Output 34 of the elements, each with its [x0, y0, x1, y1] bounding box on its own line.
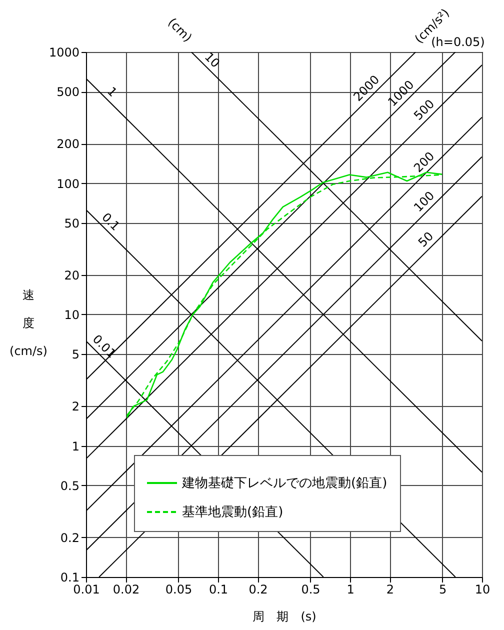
y-tick-label: 2 — [72, 400, 80, 414]
x-tick-label: 0.5 — [301, 582, 320, 596]
x-tick-label: 0.01 — [73, 582, 100, 596]
y-axis-title: 速度 (cm/s) — [10, 288, 48, 358]
x-axis-title: 周 期 (s) — [252, 610, 316, 624]
x-tick-label: 0.1 — [208, 582, 228, 596]
legend-label: 基準地震動(鉛直) — [182, 505, 284, 520]
y-tick-label: 0.2 — [60, 530, 80, 545]
x-tick-label: 2 — [386, 582, 394, 596]
y-tick-label: 0.5 — [60, 478, 80, 493]
x-tick-label: 0.02 — [112, 582, 140, 596]
text: 0.1 — [99, 210, 123, 234]
y-tick-label: 100 — [56, 176, 80, 191]
x-tick-label: 1 — [346, 582, 354, 596]
text: 200 — [411, 149, 438, 176]
y-tick-label: 200 — [56, 137, 80, 152]
text: 100 — [411, 188, 438, 215]
y-tick-label: 1 — [72, 439, 80, 454]
text: 50 — [416, 229, 436, 250]
x-tick-label: 5 — [438, 582, 447, 596]
text: 10 — [202, 50, 223, 70]
text: 1 — [104, 84, 120, 100]
y-tick-label: 5 — [72, 348, 80, 362]
legend-label: 建物基礎下レベルでの地震動(鉛直) — [181, 476, 388, 491]
x-tick-label: 0.2 — [248, 582, 268, 596]
y-tick-label: 1000 — [48, 46, 80, 60]
x-tick-label: 0.05 — [165, 582, 192, 596]
y-tick-label: 10 — [64, 308, 80, 322]
y-tick-label: 20 — [64, 268, 80, 282]
y-tick-label: 50 — [64, 216, 80, 230]
x-tick-label: 10 — [474, 582, 490, 596]
y-tick-label: 500 — [56, 85, 80, 100]
text: 500 — [411, 96, 438, 123]
y-tick-label: 0.1 — [60, 570, 80, 584]
